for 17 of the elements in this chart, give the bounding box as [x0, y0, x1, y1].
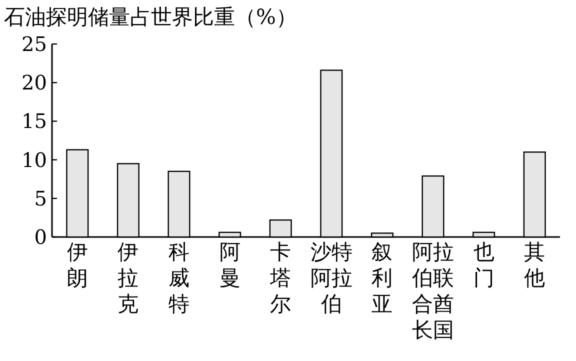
x-tick-label: 沙特阿拉伯	[310, 240, 352, 316]
y-tick-label: 25	[22, 32, 47, 56]
y-tick-label: 0	[34, 225, 47, 249]
y-tick-label: 15	[22, 109, 47, 134]
y-tick-label: 5	[34, 186, 47, 210]
x-tick-label: 伊朗	[66, 240, 88, 290]
chart-title: 石油探明储量占世界比重（%）	[4, 5, 297, 29]
y-tick-label: 20	[22, 70, 47, 95]
x-tick-label: 卡塔尔	[269, 240, 292, 316]
x-tick-label: 伊拉克	[118, 240, 139, 316]
x-tick-label: 阿拉伯联合酋长国	[411, 240, 454, 342]
y-tick-label: 10	[22, 148, 47, 172]
x-tick-label: 也门	[473, 240, 494, 290]
x-tick-label: 其他	[524, 240, 546, 290]
x-tick-label: 科威特	[168, 240, 190, 316]
x-tick-label: 叙利亚	[372, 240, 393, 316]
x-tick-label: 阿曼	[219, 240, 240, 290]
